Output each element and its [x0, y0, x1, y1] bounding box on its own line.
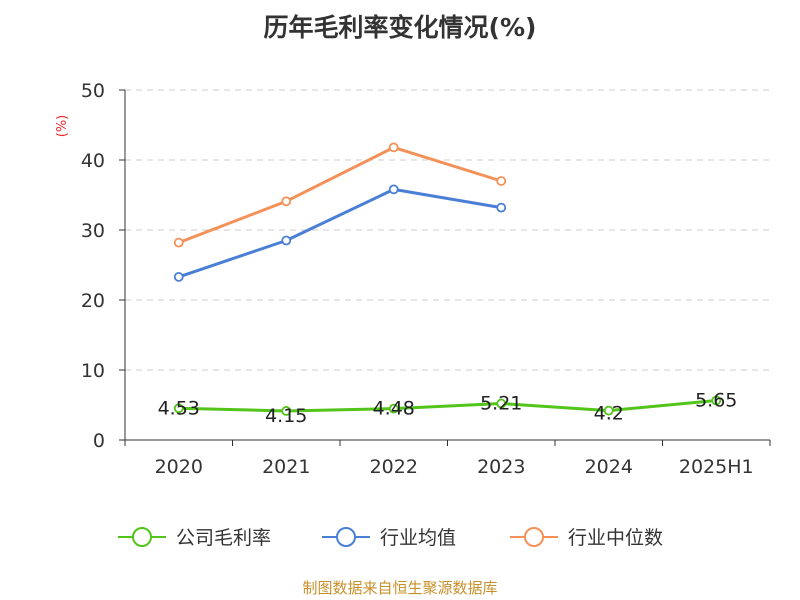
legend-marker: [132, 527, 152, 547]
y-tick-label: 40: [81, 150, 105, 172]
legend-label: 行业均值: [380, 527, 456, 549]
data-point[interactable]: [496, 176, 507, 186]
x-tick-label: 2021: [262, 456, 310, 478]
data-point[interactable]: [496, 398, 507, 409]
chart-title: 历年毛利率变化情况(%): [264, 13, 537, 42]
data-label: 5.65: [695, 389, 737, 411]
data-point[interactable]: [388, 184, 399, 195]
legend-item-1[interactable]: 行业均值: [322, 527, 456, 549]
y-tick-label: 20: [81, 290, 105, 312]
legend-item-2[interactable]: 行业中位数: [510, 527, 663, 549]
legend-marker: [524, 527, 544, 547]
data-label: 4.2: [594, 403, 624, 425]
x-tick-label: 2024: [585, 456, 633, 478]
series-line-2: [178, 145, 502, 245]
data-point[interactable]: [281, 196, 292, 207]
data-label: 5.21: [480, 393, 522, 415]
legend-marker: [336, 527, 356, 547]
series-layer: [173, 142, 722, 416]
data-point[interactable]: [173, 403, 184, 414]
data-point[interactable]: [496, 202, 507, 213]
legend-item-0[interactable]: 公司毛利率: [118, 527, 271, 549]
x-tick-label: 2023: [477, 456, 525, 478]
legend-label: 行业中位数: [568, 527, 663, 549]
data-point[interactable]: [711, 395, 722, 406]
data-point[interactable]: [281, 235, 292, 246]
data-label: 4.53: [158, 397, 200, 419]
y-tick-label: 10: [81, 360, 105, 382]
y-tick-label: 0: [93, 430, 105, 452]
legend-label: 公司毛利率: [176, 527, 271, 549]
legend[interactable]: 公司毛利率 行业均值 行业中位数: [118, 527, 663, 549]
x-tick-label: 2022: [370, 456, 418, 478]
series-line-0: [178, 398, 717, 413]
grid: [125, 89, 770, 371]
data-point[interactable]: [173, 271, 184, 282]
series-line-1: [178, 187, 502, 279]
data-label: 4.48: [373, 398, 415, 420]
x-tick-label: 2025H1: [679, 456, 754, 478]
data-point[interactable]: [388, 403, 399, 414]
y-tick-label: 30: [81, 220, 105, 242]
data-point[interactable]: [603, 405, 614, 416]
source-footer: 制图数据来自恒生聚源数据库: [302, 579, 497, 597]
data-label: 4.15: [265, 405, 307, 427]
x-tick-label: 2020: [155, 456, 203, 478]
y-tick-label: 50: [81, 80, 105, 102]
data-labels: 4.53 4.15 4.48 5.21 4.2 5.65: [158, 389, 738, 427]
axes: 0 10 20 30 40 50 2020 2021 2022 2023 2024 2025H1: [81, 80, 771, 478]
data-point[interactable]: [173, 237, 184, 248]
data-point[interactable]: [388, 142, 399, 153]
data-point[interactable]: [281, 406, 292, 416]
y-axis-unit-label: (%): [55, 115, 70, 138]
